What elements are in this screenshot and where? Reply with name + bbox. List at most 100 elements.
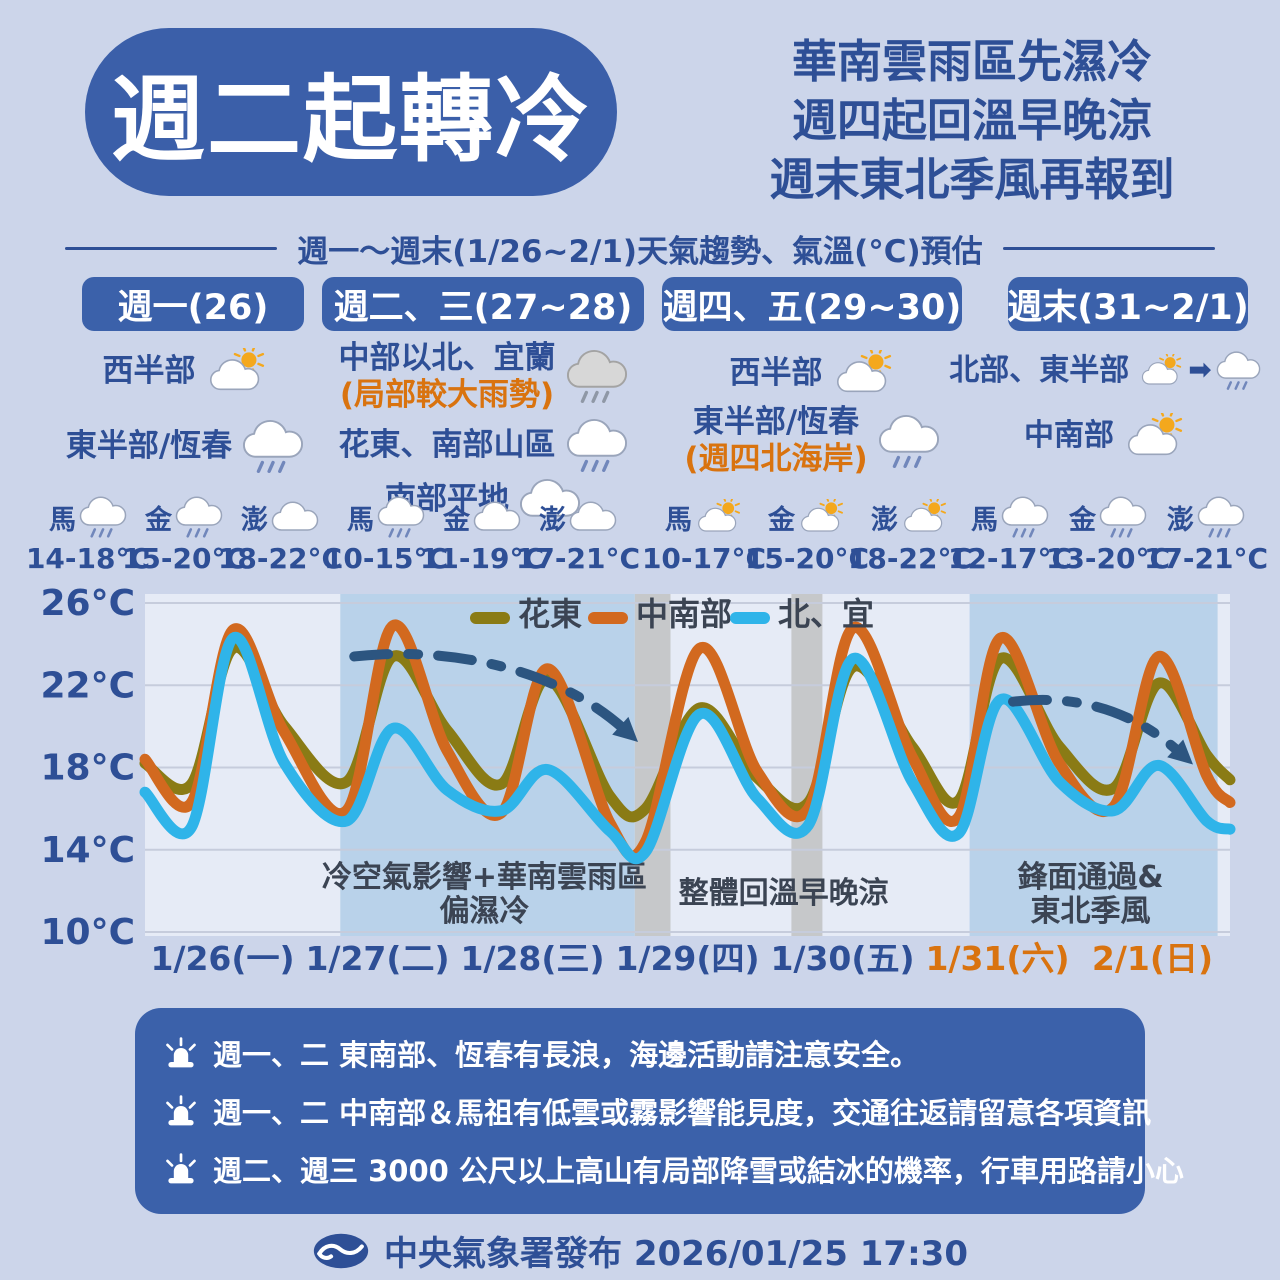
forecast-row: 西半部 <box>730 350 895 396</box>
forecast-row: 北部、東半部 ➡ <box>949 350 1261 391</box>
island-name: 馬 <box>347 504 374 536</box>
island-temp-range: 10-17°C <box>641 542 767 575</box>
forecast-row: 中南部 <box>1024 412 1186 459</box>
island-cell: 澎 18-22°C <box>218 494 342 575</box>
cloudy-icon <box>271 501 319 531</box>
cloud-rain-icon <box>566 419 627 473</box>
temperature-trend-chart: 26°C 22°C 18°C 14°C 10°C 1/26(一) 1/27(二) 1/28(三… <box>40 588 1240 988</box>
cwa-logo <box>313 1233 369 1268</box>
forecast-rows-tue-wed: 中部以北、宜蘭 (局部較大雨勢) 花東、南部山區 南部平地 <box>322 340 644 522</box>
series-line-中南部 <box>139 619 1236 862</box>
partly-sunny-icon <box>698 499 740 532</box>
cloud-rain-gray-icon <box>566 350 627 404</box>
island-name: 金 <box>145 504 172 536</box>
forecast-row: 西半部 <box>103 348 268 394</box>
legend-label: 北、宜 <box>778 595 874 633</box>
chart-annotation: 冷空氣影響+華南雲雨區 <box>322 860 647 895</box>
cloud-rain-icon <box>242 418 304 474</box>
island-icon-row: 金 <box>1069 494 1147 540</box>
trend-arrowhead <box>1167 739 1193 765</box>
partly-sunny-icon <box>1124 412 1186 459</box>
island-temp-range: 10-15°C <box>323 542 449 575</box>
x-axis-tick-label: 2/1(日) <box>1092 939 1213 978</box>
island-cell: 澎 17-21°C <box>1144 494 1268 575</box>
right-rule <box>1002 247 1215 250</box>
region-sublabel: (週四北海岸) <box>684 440 868 477</box>
island-name: 金 <box>1069 504 1096 536</box>
region-label: 東半部/恆春 (週四北海岸) <box>684 404 868 477</box>
cloud-rain-icon <box>878 413 940 469</box>
column-header-mon: 週一(26) <box>82 277 304 331</box>
column-header-tue-wed: 週二、三(27~28) <box>322 277 644 331</box>
island-name: 澎 <box>539 504 566 536</box>
region-label: 西半部 <box>102 352 196 389</box>
main-title-pill: 週二起轉冷 <box>85 28 617 196</box>
islands-group-mon: 馬 14-18°C 金 15-20°C 澎 18-22°C <box>26 494 342 575</box>
footer: 中央氣象署發布 2026/01/25 17:30 <box>0 1226 1280 1275</box>
partly-sunny-icon <box>1139 353 1184 387</box>
forecast-row: 東半部/恆春 <box>66 418 304 474</box>
section-title: 週一～週末(1/26~2/1)天氣趨勢、氣溫(°C)預估 <box>297 234 983 270</box>
series-line-北、宜 <box>139 632 1236 865</box>
cloud-rain-icon <box>1099 496 1147 538</box>
y-axis-tick-label: 22°C <box>40 665 135 706</box>
x-axis-tick-label: 1/27(二) <box>305 939 449 978</box>
region-label: 中南部 <box>1024 418 1114 454</box>
transition-arrow-icon: ➡ <box>1188 353 1212 387</box>
partly-sunny-icon <box>836 350 891 393</box>
x-axis-tick-label: 1/28(三) <box>460 939 604 978</box>
chart-annotation: 整體回溫早晚涼 <box>679 876 889 911</box>
island-temp-range: 13-20°C <box>1045 542 1171 575</box>
forecast-row: 中部以北、宜蘭 (局部較大雨勢) <box>339 340 628 413</box>
island-cell: 馬 10-15°C <box>324 494 448 575</box>
x-axis-tick-label: 1/30(五) <box>770 939 914 978</box>
chart-annotation: 鋒面通過& <box>1016 860 1163 895</box>
region-sublabel: (局部較大雨勢) <box>339 376 555 413</box>
region-label: 花東、南部山區 <box>338 426 556 463</box>
legend-swatch <box>470 612 510 624</box>
region-label: 東半部/恆春 <box>65 427 233 464</box>
left-rule <box>65 247 278 250</box>
chart-annotation: 東北季風 <box>1031 894 1151 929</box>
main-title: 週二起轉冷 <box>110 66 591 175</box>
trend-arrow <box>349 648 631 736</box>
island-icon-row: 馬 <box>49 494 127 540</box>
cloud-rain-gray-icon <box>566 348 628 404</box>
warning-note: 週二、週三 3000 公尺以上高山有局部降雪或結冰的機率，行車用路請小心 <box>163 1148 1184 1190</box>
subtitle-line-2: 週四起回溫早晚涼 <box>791 94 1152 147</box>
cloudy-icon <box>519 477 581 522</box>
partly-sunny-icon <box>1127 412 1183 455</box>
trend-arrowhead <box>612 716 638 742</box>
island-temp-range: 17-21°C <box>515 542 641 575</box>
cloud-rain-icon <box>377 496 425 538</box>
subtitle-block: 華南雲雨區先濕冷 週四起回溫早晚涼 週末東北季風再報到 <box>688 32 1256 209</box>
footer-text: 中央氣象署發布 2026/01/25 17:30 <box>384 1234 968 1274</box>
forecast-rows-thu-fri: 西半部東半部/恆春 (週四北海岸) <box>662 350 962 477</box>
island-temp-range: 18-22°C <box>217 542 343 575</box>
siren-icon <box>166 1037 196 1068</box>
island-icon-row: 金 <box>768 494 846 540</box>
subtitle-line-3: 週末東北季風再報到 <box>769 153 1175 206</box>
island-cell: 馬 10-17°C <box>642 494 766 575</box>
forecast-row: 花東、南部山區 <box>339 417 628 473</box>
island-name: 澎 <box>241 504 268 536</box>
island-temp-range: 15-20°C <box>121 542 247 575</box>
y-axis-tick-label: 14°C <box>40 830 135 871</box>
island-name: 馬 <box>665 504 692 536</box>
island-temp-range: 12-17°C <box>947 542 1073 575</box>
warning-note-text: 週二、週三 3000 公尺以上高山有局部降雪或結冰的機率，行車用路請小心 <box>213 1154 1184 1188</box>
column-header-weekend: 週末(31~2/1) <box>1007 277 1249 331</box>
cloud-rain-icon <box>566 417 628 473</box>
cloud-rain-icon <box>1216 350 1261 391</box>
cloud-rain-icon <box>1197 496 1245 538</box>
cloudy-icon <box>473 501 521 531</box>
siren-icon <box>166 1095 196 1126</box>
cloud-rain-icon <box>1216 351 1261 390</box>
island-icon-row: 馬 <box>665 494 743 540</box>
partly-sunny-icon <box>1142 353 1182 385</box>
cloud-rain-icon <box>79 496 127 538</box>
island-icon-row: 馬 <box>347 494 425 540</box>
islands-group-weekend: 馬 12-17°C 金 13-20°C 澎 17-21°C <box>948 494 1268 575</box>
y-axis-tick-label: 18°C <box>40 748 135 789</box>
island-cell: 澎 17-21°C <box>516 494 640 575</box>
